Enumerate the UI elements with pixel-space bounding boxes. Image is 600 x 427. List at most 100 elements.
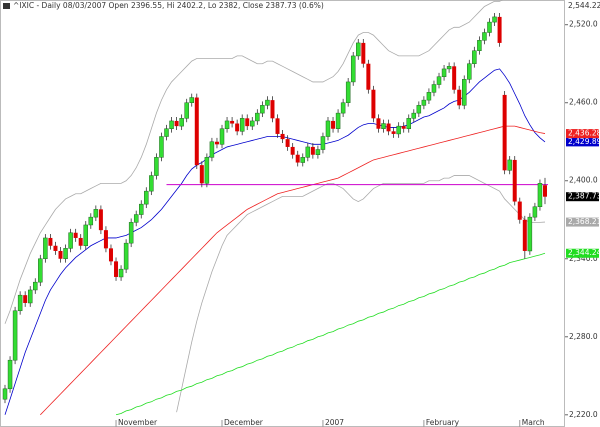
candle-body [467, 63, 472, 80]
candle-body [68, 232, 73, 249]
candle-body [295, 154, 300, 163]
candle-body [320, 136, 326, 150]
x-tick-label: December [224, 418, 264, 427]
candle-body [199, 165, 204, 184]
candle-body [184, 102, 189, 119]
candle-body [305, 146, 311, 158]
candle-body [53, 245, 58, 251]
candle-body [472, 50, 477, 64]
candle-body [224, 120, 230, 129]
candle-body [507, 159, 512, 171]
indicator-line [176, 175, 546, 413]
candle-body [245, 118, 250, 127]
candle-body [230, 120, 235, 124]
candle-body [386, 123, 391, 132]
candle-body [335, 112, 341, 129]
candle-body [492, 16, 497, 23]
candle-body [543, 185, 547, 197]
candle-body [73, 232, 78, 238]
x-tick-label: 2007 [325, 418, 344, 427]
candle-body [482, 32, 487, 41]
candle-body [502, 94, 507, 171]
candle-body [331, 120, 336, 129]
candle-body [436, 76, 442, 85]
candle-body [280, 133, 285, 140]
candle-body [361, 42, 366, 64]
candle-body [371, 89, 376, 119]
candle-body [7, 359, 13, 390]
candle-body [477, 40, 482, 51]
end-label-box [566, 217, 599, 227]
chart-title: ^IXIC - Daily 08/03/2007 Open 2396.55, H… [13, 1, 324, 10]
candle-body [2, 388, 8, 400]
candle-body [38, 258, 43, 283]
candle-body [381, 123, 386, 129]
candle-body [325, 120, 331, 137]
x-tick-label: November [118, 418, 158, 427]
candle-body [83, 224, 88, 247]
candle-body [43, 237, 48, 260]
candle-body [123, 242, 129, 270]
candle-body [103, 230, 108, 249]
y-tick-label: 2,280.0 [569, 332, 598, 341]
candle-body [300, 157, 306, 163]
candle-body [235, 123, 240, 132]
end-label: 2,544.22 [568, 1, 600, 10]
candle-body [174, 120, 179, 127]
candle-body [58, 250, 63, 259]
candle-body [114, 261, 119, 277]
end-label: 2,436.28 [568, 129, 600, 138]
candle-body [144, 190, 149, 205]
candle-body [431, 84, 437, 93]
candle-body [446, 66, 452, 70]
candle-body [441, 68, 447, 77]
y-tick-label: 2,460.0 [569, 98, 598, 107]
candle-body [255, 112, 260, 122]
candle-body [139, 203, 144, 215]
candle-body [487, 21, 492, 33]
candle-body [219, 128, 225, 145]
candle-body [356, 42, 361, 57]
candle-body [63, 248, 68, 260]
candle-body [48, 237, 53, 246]
candle-body [154, 157, 159, 176]
candle-body [17, 294, 23, 312]
end-label-box [566, 248, 599, 258]
candle-body [93, 209, 99, 218]
candle-body [164, 128, 169, 137]
x-tick-label: February [426, 418, 460, 427]
candle-body [315, 149, 321, 155]
candle-body [462, 79, 467, 106]
candle-body [416, 105, 422, 114]
y-tick-label: 2,340.0 [569, 254, 598, 263]
indicator-line [4, 68, 546, 415]
candle-body [457, 89, 462, 106]
candle-body [391, 131, 396, 134]
candle-body [169, 120, 174, 129]
candle-body [33, 281, 38, 291]
candle-body [149, 175, 154, 192]
candle-body [179, 118, 184, 127]
end-label: 2,344.24 [568, 248, 600, 257]
end-label: 2,368.21 [568, 217, 600, 226]
y-tick-label: 2,220.0 [569, 410, 598, 419]
candle-body [260, 105, 265, 114]
candle-body [98, 209, 103, 231]
candle-body [239, 118, 245, 132]
end-label-box [566, 137, 599, 147]
candle-body [406, 118, 411, 129]
candle-body [204, 157, 210, 184]
y-tick-label: 2,520.0 [569, 20, 598, 29]
candle-body [537, 183, 543, 207]
indicator-line [115, 252, 546, 416]
indicator-line [40, 125, 546, 416]
indicator-line [4, 0, 503, 324]
candle-body [189, 97, 194, 103]
candle-body [366, 63, 371, 90]
end-label-box [566, 129, 599, 139]
candle-body [340, 102, 346, 114]
candle-body [411, 112, 417, 119]
candle-body [265, 99, 270, 106]
candle-body [290, 146, 295, 155]
candle-body [133, 214, 139, 223]
